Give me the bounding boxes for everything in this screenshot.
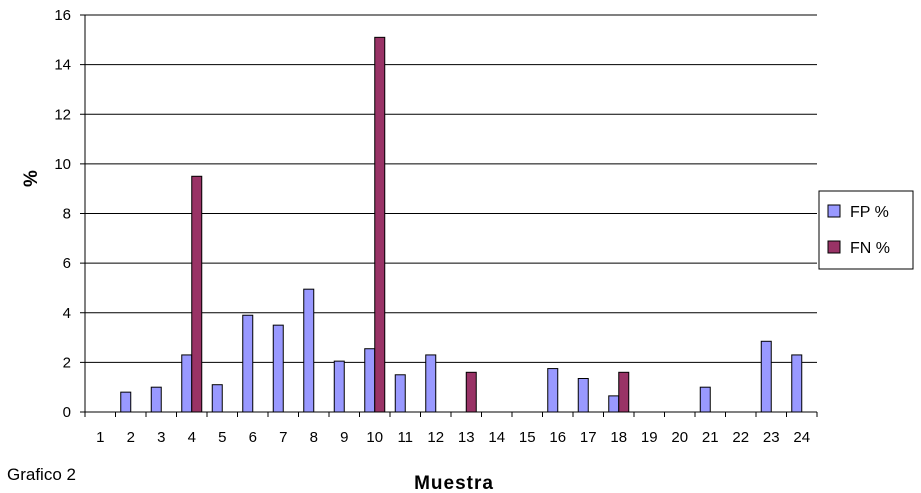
bar-fp-6 xyxy=(242,314,254,413)
bar-fn-18 xyxy=(618,371,630,413)
bar-fp-23 xyxy=(760,340,772,413)
bar-fn-13 xyxy=(465,371,477,413)
legend-label-fn: FN % xyxy=(850,240,890,257)
bar-fp-5 xyxy=(211,384,223,413)
bar-fp-10 xyxy=(364,348,376,413)
y-tick-label: 16 xyxy=(54,7,71,24)
x-axis-title: Muestra xyxy=(414,473,494,493)
chart-caption: Grafico 2 xyxy=(7,465,76,484)
legend-label-fp: FP % xyxy=(850,204,889,221)
x-tick-label: 15 xyxy=(519,429,536,446)
bar-fp-17 xyxy=(577,378,589,413)
bar-fp-11 xyxy=(394,374,406,413)
y-tick-label: 2 xyxy=(63,354,71,371)
legend-swatch-fp xyxy=(827,204,841,218)
y-tick-label: 10 xyxy=(54,156,71,173)
x-tick-label: 22 xyxy=(732,429,749,446)
x-tick-label: 23 xyxy=(763,429,780,446)
y-tick-label: 8 xyxy=(63,206,71,223)
bar-fp-21 xyxy=(699,386,711,413)
gridlines xyxy=(85,14,817,363)
bars xyxy=(120,36,803,413)
bar-fp-3 xyxy=(150,386,162,413)
bar-fp-9 xyxy=(333,360,345,413)
x-tick-label: 21 xyxy=(702,429,719,446)
x-axis-ticks: 1 2 3 4 5 6 7 8 9 10 11 12 13 14 15 16 17 18 19 20 21 22 23 24 xyxy=(84,412,818,446)
x-tick-label: 14 xyxy=(488,429,505,446)
x-tick-label: 3 xyxy=(157,429,165,446)
x-tick-label: 4 xyxy=(188,429,196,446)
x-tick-label: 13 xyxy=(458,429,475,446)
x-tick-label: 19 xyxy=(641,429,658,446)
x-tick-label: 11 xyxy=(397,429,413,446)
bar-fn-10 xyxy=(374,36,386,413)
x-tick-label: 5 xyxy=(218,429,226,446)
legend: FP % FN % xyxy=(818,190,914,270)
bar-fp-8 xyxy=(303,288,315,413)
bar-fp-7 xyxy=(272,324,284,413)
axes xyxy=(84,15,817,413)
bar-fp-4 xyxy=(181,354,193,413)
x-tick-label: 16 xyxy=(549,429,566,446)
bar-fn-4 xyxy=(191,175,203,413)
x-tick-label: 9 xyxy=(340,429,348,446)
y-tick-label: 12 xyxy=(54,106,71,123)
x-tick-label: 1 xyxy=(96,429,104,446)
bar-fp-16 xyxy=(547,368,559,413)
bar-fp-12 xyxy=(425,354,437,413)
x-tick-label: 18 xyxy=(610,429,627,446)
x-tick-label: 6 xyxy=(249,429,257,446)
x-tick-label: 12 xyxy=(427,429,444,446)
y-axis-title: % xyxy=(21,169,42,187)
x-tick-label: 10 xyxy=(366,429,383,446)
legend-swatch-fn xyxy=(827,240,841,254)
y-tick-label: 0 xyxy=(63,404,71,421)
x-tick-label: 20 xyxy=(671,429,688,446)
y-tick-label: 4 xyxy=(63,305,71,322)
y-tick-label: 14 xyxy=(54,57,71,74)
legend-box xyxy=(818,190,914,270)
x-tick-label: 24 xyxy=(793,429,810,446)
x-tick-label: 8 xyxy=(310,429,318,446)
bar-fp-24 xyxy=(791,354,803,413)
x-tick-label: 17 xyxy=(580,429,597,446)
y-axis-ticks: 0 2 4 6 8 10 12 14 16 xyxy=(54,7,85,421)
bar-fp-18 xyxy=(608,395,620,413)
x-tick-label: 7 xyxy=(279,429,287,446)
bar-fp-2 xyxy=(120,391,132,413)
y-tick-label: 6 xyxy=(63,255,71,272)
x-tick-label: 2 xyxy=(127,429,135,446)
